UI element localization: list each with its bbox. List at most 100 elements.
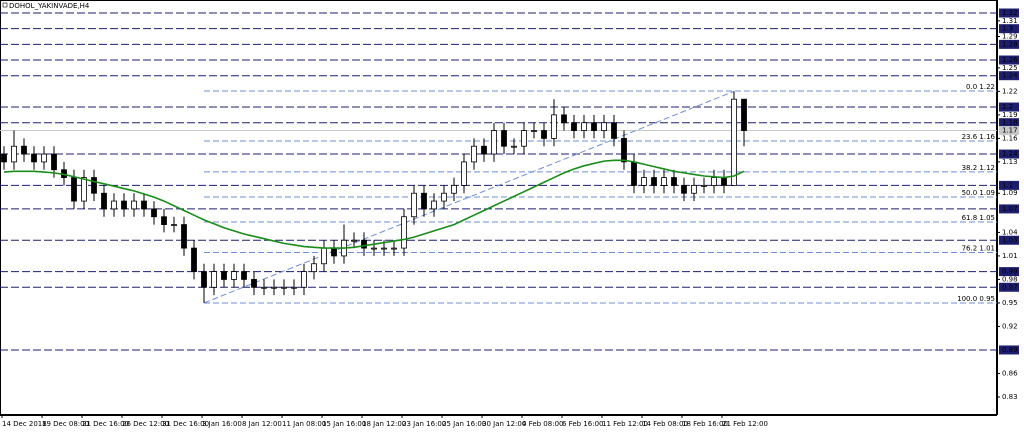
level-label: 1.14 <box>1002 150 1018 158</box>
level-tag <box>999 235 1019 245</box>
fib-label: 38.2 1.12 <box>962 164 995 172</box>
candle-body <box>251 279 257 288</box>
candle-body <box>1 153 7 163</box>
bid-label: 1.17 <box>1002 127 1018 135</box>
candle-body <box>321 247 327 265</box>
y-tick-label: 1.16 <box>1002 134 1018 142</box>
candle-body <box>411 192 417 218</box>
candle-body <box>51 153 57 171</box>
candle-body <box>471 145 477 163</box>
candle-body <box>191 247 197 272</box>
candle-body <box>481 145 487 155</box>
candle-body <box>711 177 717 186</box>
candle-body <box>561 114 567 124</box>
level-tag <box>999 267 1019 277</box>
y-tick-label: 0.92 <box>1002 322 1018 330</box>
candle-body <box>131 200 137 210</box>
level-label: 0.89 <box>1002 346 1018 354</box>
level-label: 1.1 <box>1002 181 1013 189</box>
level-tag <box>999 118 1019 128</box>
y-tick-label: 1.22 <box>1002 87 1018 95</box>
candle-body <box>721 177 727 186</box>
candle-body <box>171 224 177 226</box>
bid-tag <box>999 126 1019 136</box>
level-tag <box>999 282 1019 292</box>
x-tick-label: 26 Dec 12:00 <box>122 420 169 428</box>
candle-body <box>291 286 297 289</box>
candle-body <box>741 98 747 131</box>
candle-body <box>361 239 367 249</box>
level-label: 1.03 <box>1002 236 1018 244</box>
level-tag <box>999 71 1019 81</box>
y-tick-label: 0.86 <box>1002 369 1018 377</box>
level-tag <box>999 24 1019 34</box>
candle-body <box>581 122 587 131</box>
fib-label: 0.0 1.22 <box>966 83 995 91</box>
candle-body <box>521 130 527 147</box>
candle-body <box>301 271 307 288</box>
candle-body <box>371 247 377 250</box>
candle-body <box>161 216 167 225</box>
candle-body <box>311 263 317 272</box>
fib-label: 76.2 1.01 <box>962 244 995 252</box>
chart-title: DOHOL_YAKINVADE,H4 <box>9 2 90 10</box>
candle-body <box>151 208 157 218</box>
level-tag <box>999 39 1019 49</box>
level-label: 1.3 <box>1002 25 1013 33</box>
x-tick-label: 18 Jan 12:00 <box>362 420 406 428</box>
candle-body <box>451 185 457 194</box>
x-tick-label: 14 Feb 08:00 <box>642 420 688 428</box>
candle-body <box>731 98 737 186</box>
x-tick-label: 15 Jan 16:00 <box>322 420 366 428</box>
y-tick-label: 1.25 <box>1002 64 1018 72</box>
level-tag <box>999 345 1019 355</box>
candle-body <box>541 130 547 139</box>
level-tag <box>999 55 1019 65</box>
candle-body <box>181 224 187 249</box>
candle-body <box>571 122 577 131</box>
candle-body <box>111 200 117 210</box>
level-label: 1.28 <box>1002 40 1018 48</box>
level-tag <box>999 204 1019 214</box>
level-tag <box>999 180 1019 190</box>
level-label: 1.18 <box>1002 119 1018 127</box>
level-tag <box>999 8 1019 18</box>
candle-body <box>41 153 47 163</box>
candle-body <box>91 177 97 194</box>
candle-body <box>241 271 247 280</box>
candle-body <box>141 200 147 210</box>
candle-body <box>621 137 627 163</box>
candle-body <box>551 114 557 139</box>
y-tick-label: 1.04 <box>1002 228 1018 236</box>
x-tick-label: 18 Feb 16:00 <box>682 420 728 428</box>
candle-body <box>81 177 87 202</box>
candle-body <box>611 122 617 139</box>
candle-body <box>641 177 647 186</box>
candle-body <box>691 185 697 194</box>
candle-body <box>211 271 217 288</box>
candle-body <box>421 192 427 210</box>
y-tick-label: 1.01 <box>1002 252 1018 260</box>
y-tick-label: 1.31 <box>1002 17 1018 25</box>
candle-body <box>21 145 27 155</box>
plot-frame <box>0 0 997 415</box>
y-tick-label: 0.98 <box>1002 275 1018 283</box>
candle-body <box>701 185 707 187</box>
candle-body <box>71 177 77 202</box>
candle-body <box>101 192 107 210</box>
candle-body <box>351 239 357 242</box>
y-tick-label: 1.29 <box>1002 33 1018 41</box>
y-tick-label: 1.09 <box>1002 189 1018 197</box>
x-tick-label: 8 Jan 12:00 <box>242 420 282 428</box>
y-tick-label: 1.19 <box>1002 111 1018 119</box>
candle-body <box>461 161 467 186</box>
candle-body <box>681 185 687 194</box>
candle-body <box>391 247 397 250</box>
candle-body <box>11 145 17 163</box>
x-tick-label: 21 Feb 12:00 <box>722 420 768 428</box>
x-tick-label: 31 Dec 16:00 <box>162 420 209 428</box>
y-tick-label: 0.95 <box>1002 299 1018 307</box>
candle-body <box>331 247 337 257</box>
level-label: 1.07 <box>1002 205 1018 213</box>
